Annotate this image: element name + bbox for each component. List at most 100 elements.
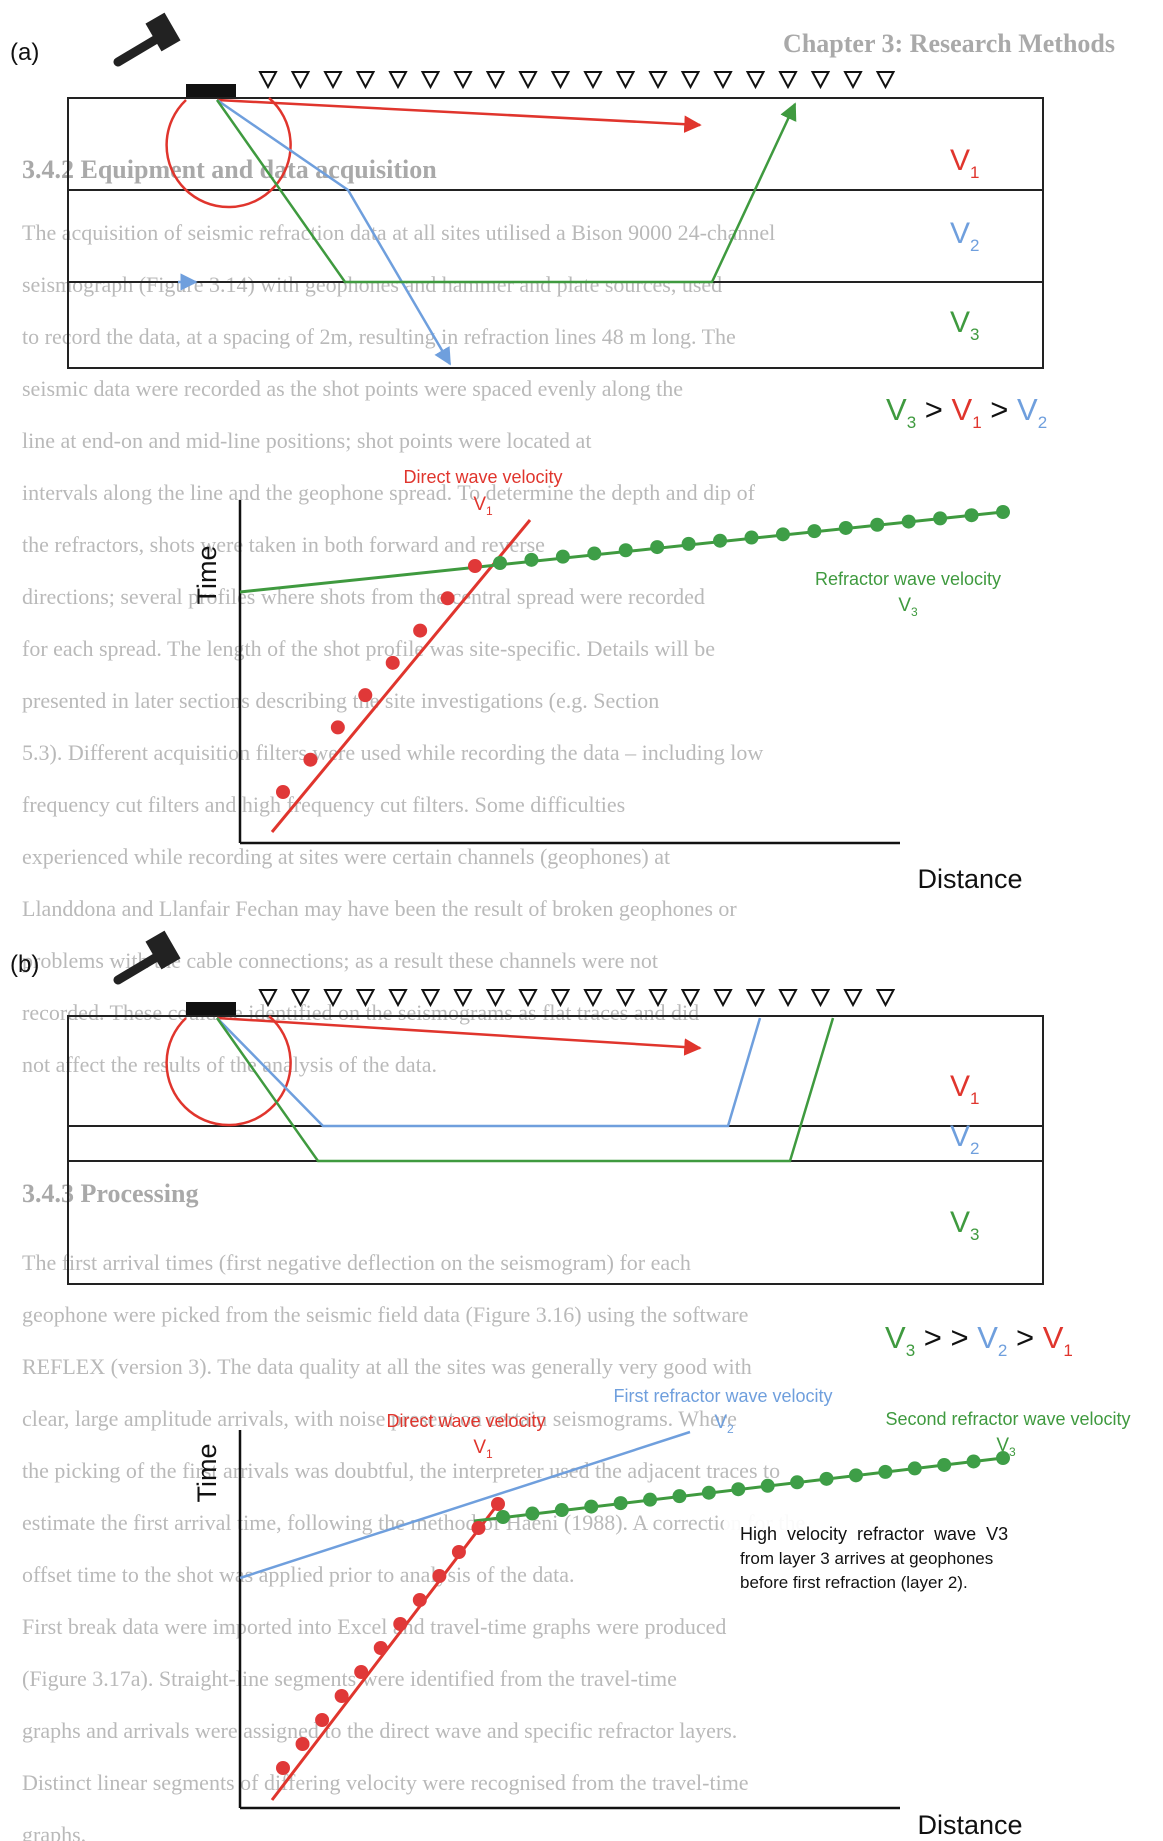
background-page-text: Chapter 3: Research Methods 3.4.2 Equipm… bbox=[22, 29, 1115, 1841]
geophone-icon bbox=[290, 71, 311, 90]
geophone-icon bbox=[875, 989, 896, 1008]
geophone-icon bbox=[615, 71, 636, 90]
first-refractor-label-b: First refractor wave velocity bbox=[613, 1386, 832, 1406]
background-text-line: problems with the cable connections; as … bbox=[22, 948, 658, 973]
second-refractor-v-b: V3 bbox=[996, 1435, 1016, 1459]
background-text-line: seismic data were recorded as the shot p… bbox=[22, 376, 683, 401]
layer-v1-label-a: V1 bbox=[950, 144, 979, 182]
background-text-line: for each spread. The length of the shot … bbox=[22, 636, 715, 661]
refracted-arrival-marker bbox=[672, 1489, 687, 1504]
direct-wave-label-b: Direct wave velocity bbox=[386, 1411, 545, 1431]
background-text-line: line at end-on and mid-line positions; s… bbox=[22, 428, 591, 453]
direct-arrival-marker bbox=[295, 1737, 310, 1751]
geophone-icon bbox=[713, 71, 733, 90]
shot-plate bbox=[186, 1002, 236, 1016]
wavefront-arc-b bbox=[165, 1015, 292, 1127]
geophone-icon bbox=[875, 71, 896, 90]
refractor-wave-v-a: V3 bbox=[898, 595, 918, 619]
geophone-icon bbox=[810, 989, 831, 1008]
geophone-icon bbox=[680, 71, 701, 90]
background-text-line: frequency cut filters and high frequency… bbox=[22, 792, 625, 817]
direct-arrival-marker bbox=[358, 688, 373, 703]
background-text-line: 5.3). Different acquisition filters were… bbox=[22, 740, 763, 765]
direct-arrival-marker bbox=[413, 623, 428, 638]
direct-arrival-marker bbox=[432, 1569, 447, 1583]
direct-arrival-marker bbox=[334, 1689, 349, 1703]
geophone-icon bbox=[388, 71, 408, 90]
refracted-arrivals-a bbox=[493, 505, 1010, 570]
geophone-icon bbox=[583, 989, 603, 1008]
refracted-arrival-marker bbox=[587, 546, 602, 561]
second-refractor-label-b: Second refractor wave velocity bbox=[885, 1409, 1130, 1429]
geophone-icon bbox=[843, 71, 863, 90]
shot-plate bbox=[186, 84, 236, 98]
refracted-arrival-marker bbox=[848, 1468, 863, 1483]
background-text-line: The first arrival times (first negative … bbox=[22, 1250, 691, 1275]
geophone-icon bbox=[323, 71, 343, 90]
background-text-line: experienced while recording at sites wer… bbox=[22, 844, 670, 869]
refracted-arrival-marker bbox=[966, 1454, 981, 1469]
second-refractor-ray-b bbox=[215, 1017, 835, 1163]
background-text-line: seismograph (Figure 3.14) with geophones… bbox=[22, 272, 722, 297]
direct-arrival-marker bbox=[471, 1521, 486, 1535]
geophone-icon bbox=[745, 71, 766, 90]
background-text-line: offset time to the shot was applied prio… bbox=[22, 1562, 575, 1587]
refracted-arrivals-b bbox=[496, 1451, 1010, 1524]
travel-time-graph-b: Time Distance Direct wave velocity V1 Fi… bbox=[192, 1386, 1131, 1840]
direct-arrival-marker bbox=[373, 1641, 388, 1655]
geophone-icon bbox=[550, 71, 571, 90]
wavefront-arc-a bbox=[165, 97, 292, 209]
direct-arrival-marker bbox=[330, 720, 345, 735]
background-text-line: geophone were picked from the seismic fi… bbox=[22, 1302, 748, 1327]
refracted-arrival-marker bbox=[907, 1461, 922, 1476]
x-axis-label-a: Distance bbox=[917, 864, 1022, 894]
geophone-icon bbox=[323, 989, 343, 1008]
geophone-icon bbox=[355, 989, 376, 1008]
refracted-arrival-marker bbox=[525, 1506, 540, 1521]
geophone-icon bbox=[518, 71, 538, 90]
geophone-icon bbox=[583, 71, 603, 90]
background-text-line: the refractors, shots were taken in both… bbox=[22, 532, 545, 557]
x-axis-label-b: Distance bbox=[917, 1810, 1022, 1840]
velocity-relation-a: V3 > V1 > V2 bbox=[886, 392, 1047, 432]
geophone-icon bbox=[713, 989, 733, 1008]
background-heading-1: 3.4.2 Equipment and data acquisition bbox=[22, 155, 437, 184]
refracted-arrival-marker bbox=[760, 1478, 775, 1493]
refracted-arrival-marker bbox=[613, 1496, 628, 1511]
refracted-arrival-marker bbox=[901, 514, 916, 529]
note-line-1: High velocity refractor wave V3 bbox=[740, 1524, 1008, 1544]
background-text-line: Llanddona and Llanfair Fechan may have b… bbox=[22, 896, 737, 921]
geophone-icon bbox=[843, 989, 863, 1008]
refracted-arrival-marker bbox=[643, 1492, 658, 1507]
velocity-relation-b: V3 > > V2 > V1 bbox=[885, 1320, 1073, 1360]
y-axis-label-b: Time bbox=[192, 1444, 222, 1503]
layer-v3-label-b: V3 bbox=[950, 1206, 979, 1244]
refracted-arrival-marker bbox=[681, 536, 696, 551]
annotation-note-b: High velocity refractor wave V3 from lay… bbox=[724, 1513, 1042, 1597]
direct-ray-b bbox=[216, 1016, 702, 1056]
geophone-icon bbox=[453, 71, 473, 90]
refractor-wave-label-a: Refractor wave velocity bbox=[815, 569, 1001, 589]
travel-time-graph-a: Time Distance Direct wave velocity V1 Re… bbox=[192, 467, 1023, 894]
refracted-arrival-marker bbox=[775, 527, 790, 542]
geophone-icon bbox=[420, 989, 441, 1008]
direct-arrival-marker bbox=[276, 785, 290, 799]
direct-arrival-marker bbox=[354, 1665, 369, 1679]
refracted-arrival-marker bbox=[744, 530, 759, 545]
direct-arrival-marker bbox=[393, 1617, 408, 1631]
refracted-arrival-marker bbox=[493, 556, 507, 570]
background-text-line: (Figure 3.17a). Straight-line segments w… bbox=[22, 1666, 677, 1691]
geophone-icon bbox=[453, 989, 473, 1008]
geophone-icon bbox=[355, 71, 376, 90]
refracted-arrival-marker bbox=[819, 1471, 834, 1486]
geophone-array-b bbox=[258, 989, 896, 1008]
geophone-icon bbox=[420, 71, 441, 90]
refracted-arrival-marker bbox=[650, 540, 665, 555]
background-text-line: REFLEX (version 3). The data quality at … bbox=[22, 1354, 752, 1379]
refracted-arrival-marker bbox=[524, 552, 539, 567]
background-text-line: the picking of the first arrivals was do… bbox=[22, 1458, 780, 1483]
first-refractor-ray-b bbox=[216, 1017, 762, 1128]
refracted-arrival-marker bbox=[618, 543, 633, 558]
direct-arrival-marker bbox=[468, 559, 482, 573]
